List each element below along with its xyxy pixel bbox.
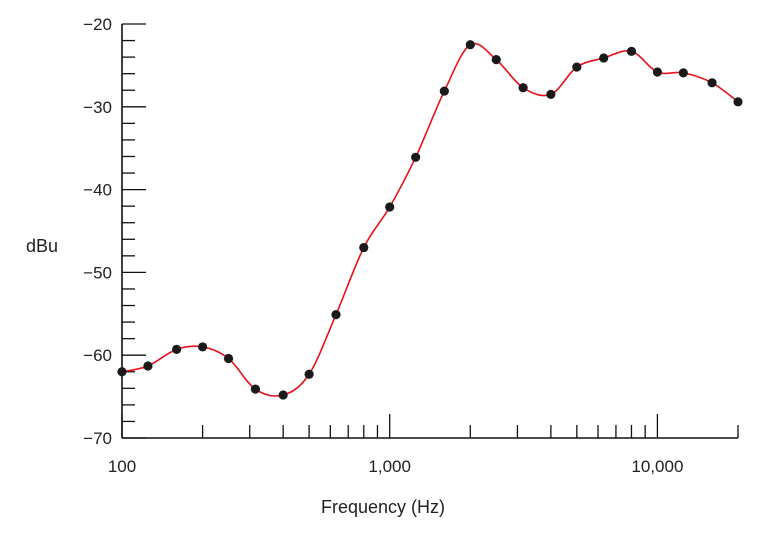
data-point (411, 152, 421, 162)
data-point (626, 46, 637, 56)
x-tick-label: 100 (108, 457, 136, 476)
data-point (250, 384, 261, 394)
y-tick-label: −50 (83, 263, 112, 282)
data-point (572, 62, 582, 72)
data-point (172, 344, 182, 355)
y-tick-label: −60 (83, 346, 112, 365)
data-point (465, 40, 475, 50)
data-point (491, 55, 501, 65)
data-point (278, 390, 288, 400)
y-axis-label: dBu (26, 236, 58, 256)
data-point (599, 53, 609, 63)
data-point (223, 353, 234, 364)
data-point (331, 310, 341, 320)
data-point (733, 97, 743, 107)
x-tick-label: 10,000 (631, 457, 683, 476)
data-points (117, 40, 743, 400)
y-tick-label: −70 (83, 429, 112, 448)
data-point (678, 68, 688, 78)
y-tick-label: −40 (83, 181, 112, 200)
data-point (518, 83, 528, 93)
data-point (143, 361, 153, 371)
response-curve (121, 42, 739, 397)
y-tick-label: −20 (83, 15, 112, 34)
data-point (385, 202, 395, 212)
data-point (439, 86, 449, 96)
axes (121, 24, 738, 439)
data-point (197, 342, 208, 352)
y-tick-label: −30 (83, 98, 112, 117)
data-point (359, 242, 369, 253)
data-point (546, 89, 556, 99)
data-point (652, 67, 663, 77)
data-point (707, 78, 717, 88)
tick-labels: −20 −30 −40 −50 −60 −70 100 1,000 10,000 (83, 15, 683, 476)
data-point (304, 369, 314, 379)
ticks (121, 23, 739, 439)
x-tick-label: 1,000 (368, 457, 411, 476)
data-point (117, 367, 127, 377)
x-axis-label: Frequency (Hz) (321, 497, 445, 517)
